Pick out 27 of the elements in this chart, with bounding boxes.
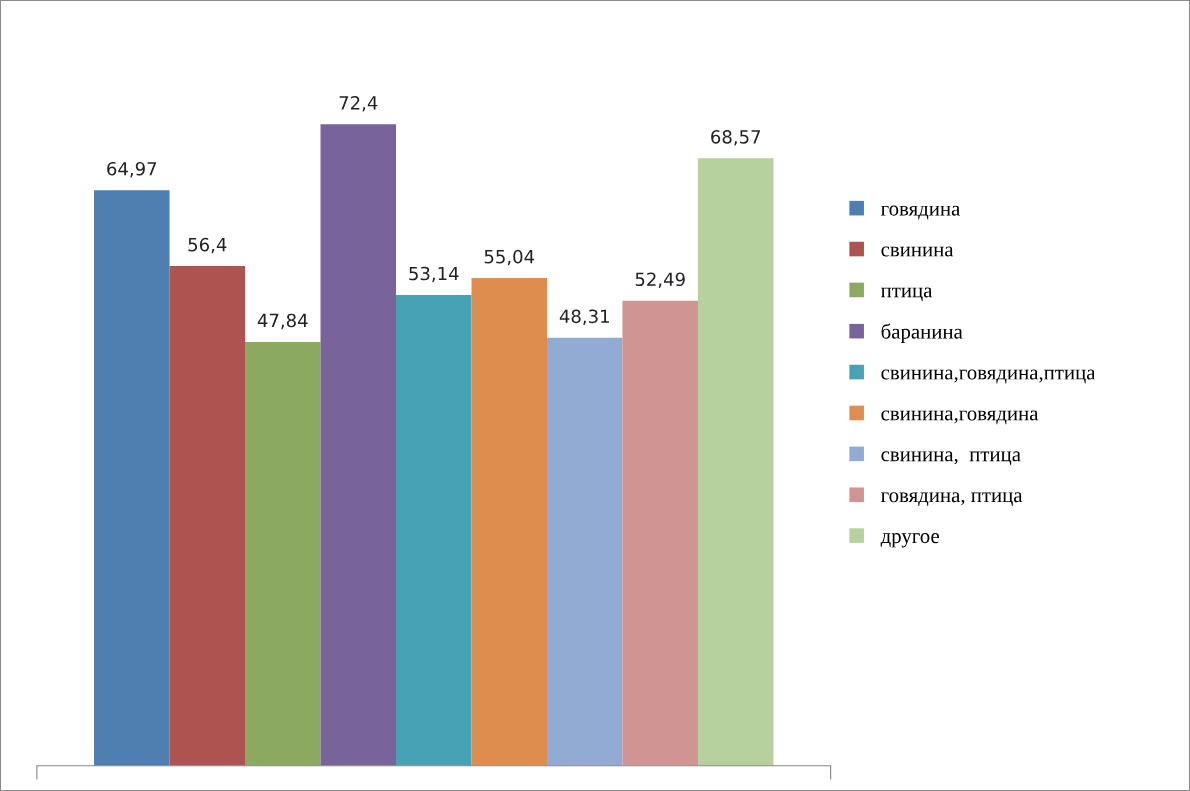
data-label: 68,57 xyxy=(711,130,761,146)
data-label: 56,4 xyxy=(188,237,227,254)
legend-label: другое xyxy=(880,533,939,548)
bar xyxy=(622,300,698,766)
bar xyxy=(471,278,547,766)
data-label: 52,49 xyxy=(635,272,685,288)
legend-label: свинина, птица xyxy=(881,451,1021,466)
data-label: 53,14 xyxy=(409,266,459,283)
bar xyxy=(245,341,321,766)
data-label: 47,84 xyxy=(257,313,308,330)
bar xyxy=(396,294,472,766)
data-label: 72,4 xyxy=(339,96,378,112)
legend-label: птица xyxy=(881,287,933,302)
data-label: 55,04 xyxy=(484,249,535,266)
data-label: 48,31 xyxy=(559,309,609,325)
bar xyxy=(169,266,246,766)
bar xyxy=(697,158,774,766)
legend-label: свинина,говядина,птица xyxy=(881,369,1096,384)
legend-label: говядина xyxy=(881,205,961,220)
legend-label: говядина, птица xyxy=(881,492,1023,507)
legend-label: баранина xyxy=(881,323,963,343)
legend-label: свинина xyxy=(881,246,954,257)
bar xyxy=(320,124,397,766)
bar xyxy=(546,337,623,766)
bar xyxy=(94,190,170,766)
legend-label: свинина,говядина xyxy=(881,410,1039,425)
data-label: 64,97 xyxy=(107,161,157,178)
